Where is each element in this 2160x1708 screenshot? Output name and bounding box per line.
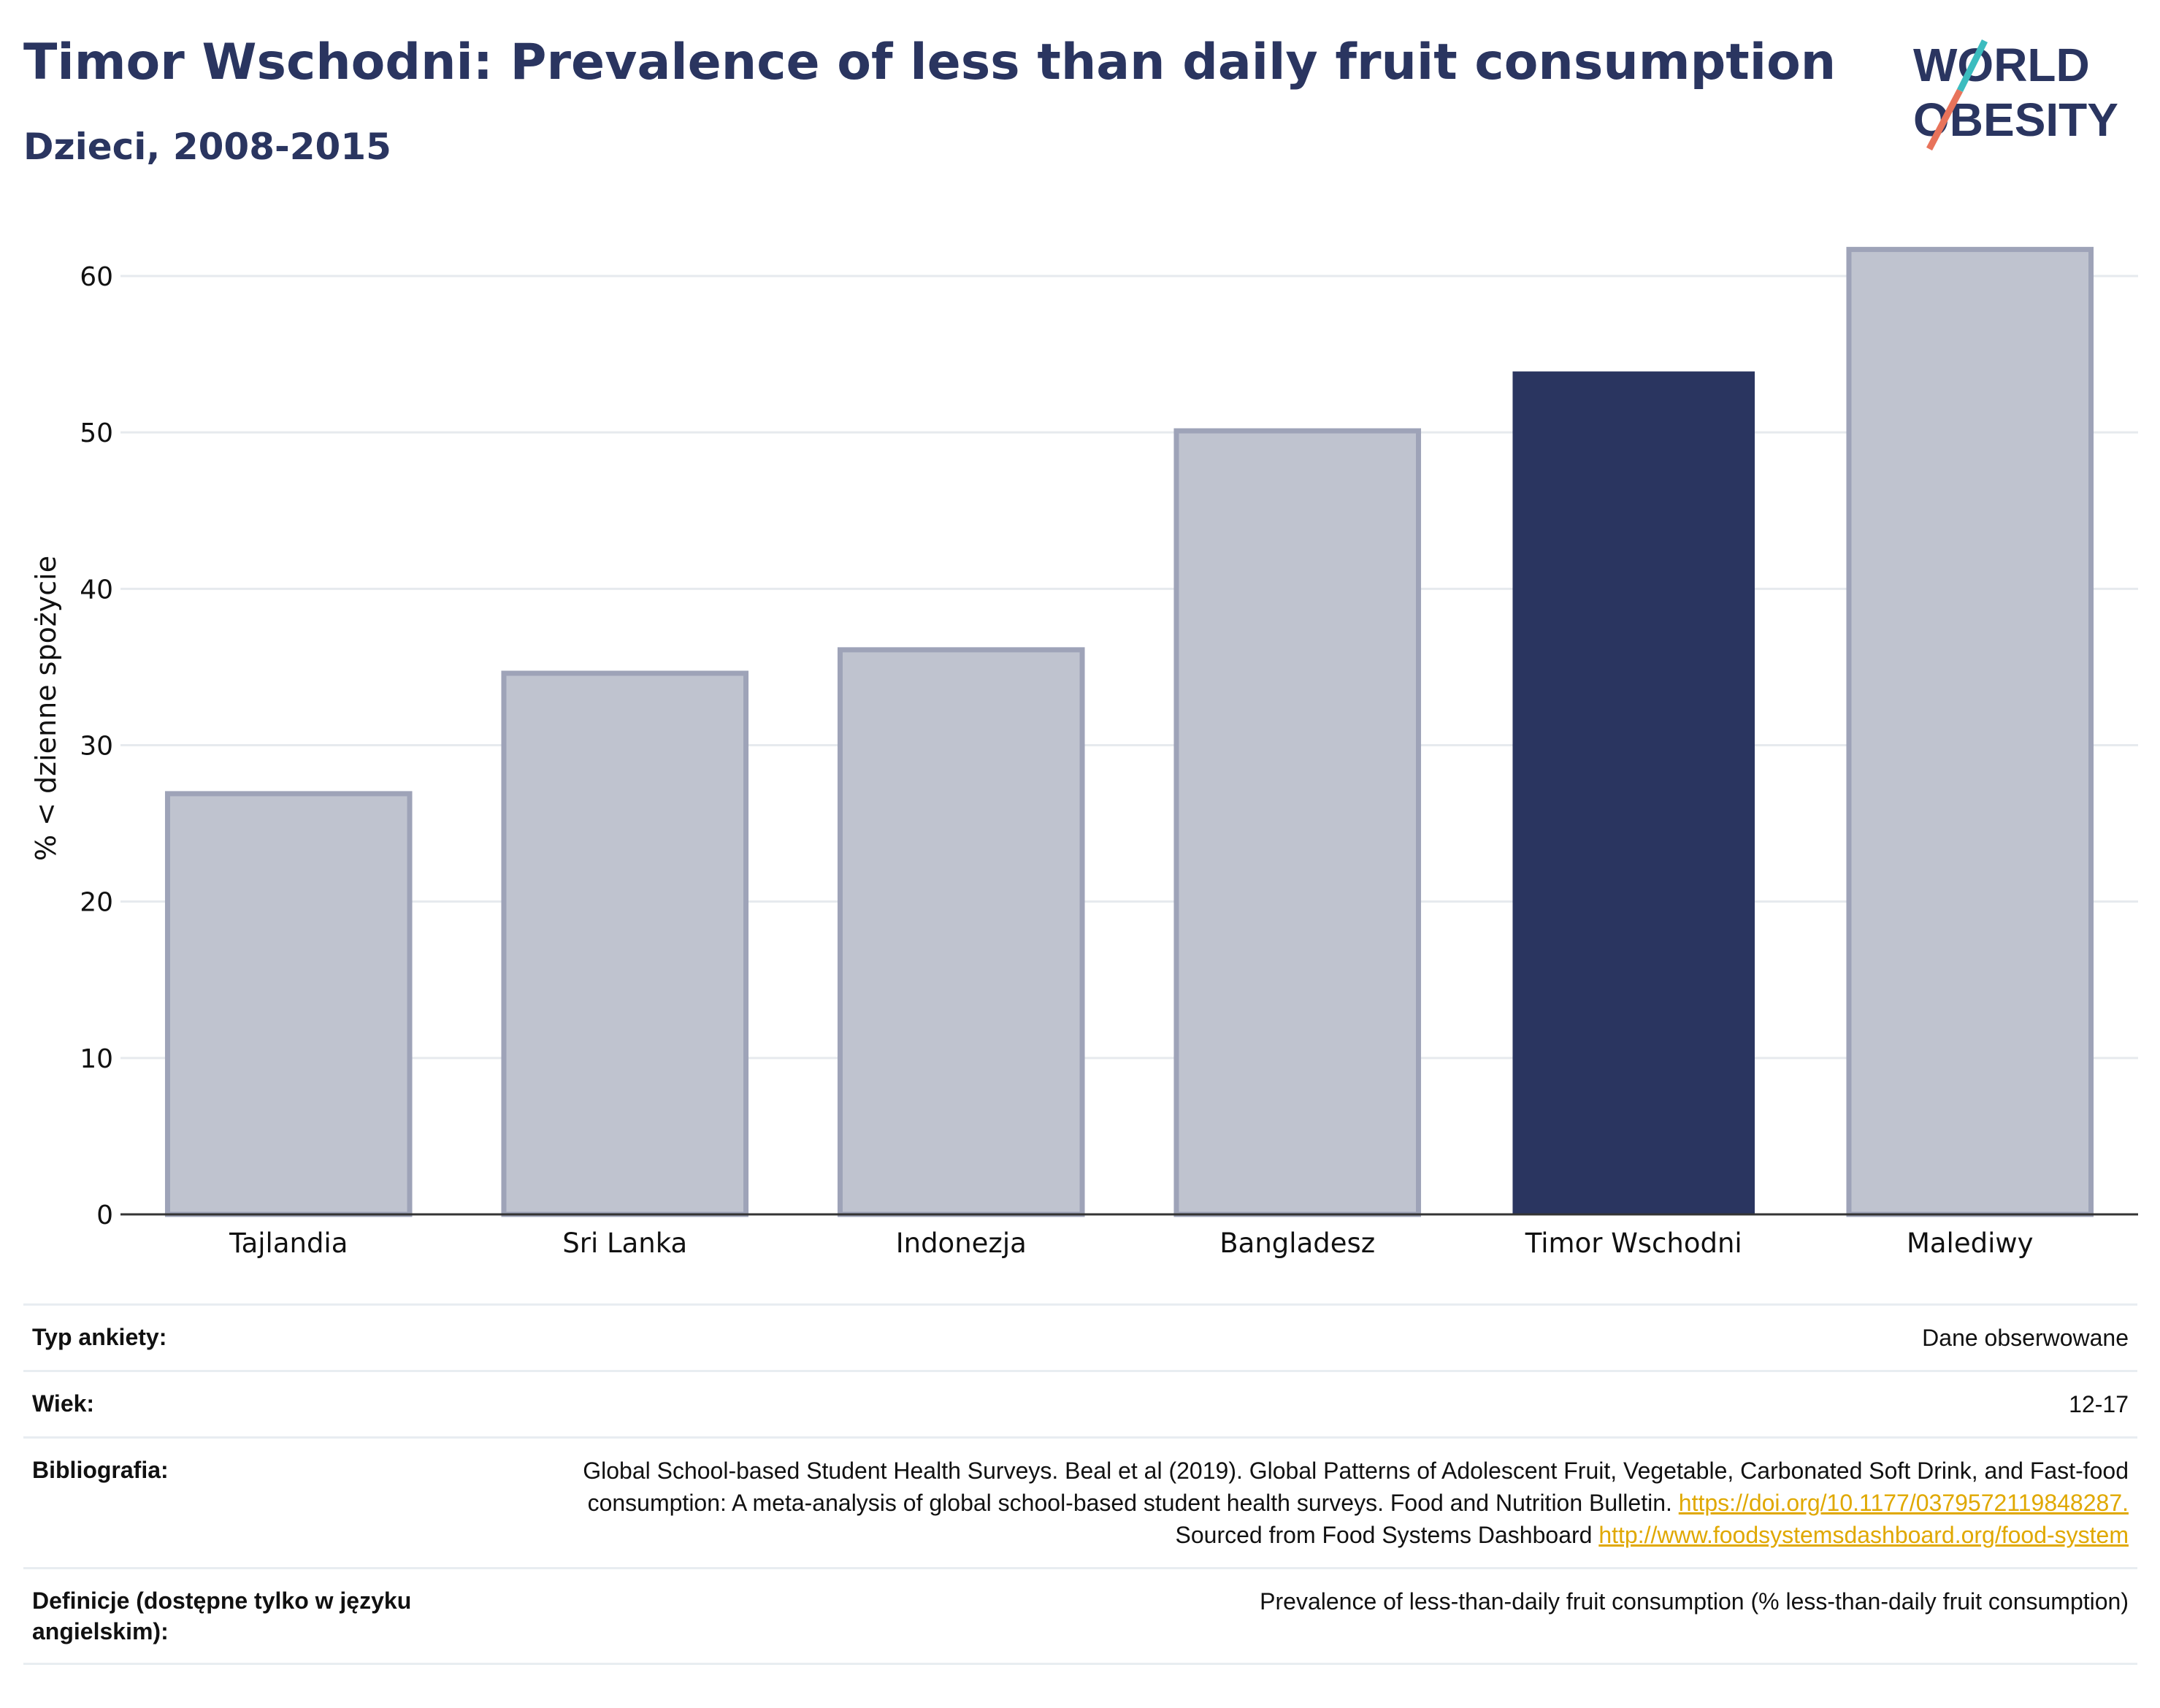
y-tick-label: 50 xyxy=(80,418,113,448)
bibliography-text: Global School-based Student Health Surve… xyxy=(583,1458,2129,1516)
meta-value: 12-17 xyxy=(2069,1391,2129,1417)
y-tick-label: 20 xyxy=(80,888,113,918)
x-tick-label: Timor Wschodni xyxy=(1525,1228,1742,1259)
x-tick-label: Tajlandia xyxy=(229,1228,348,1259)
y-tick-label: 40 xyxy=(80,575,113,605)
logo-slash-red xyxy=(1926,88,1963,151)
x-tick-label: Malediwy xyxy=(1907,1228,2034,1259)
y-tick-label: 0 xyxy=(96,1200,113,1230)
x-tick-label: Indonezja xyxy=(896,1228,1027,1259)
y-tick-label: 10 xyxy=(80,1044,113,1074)
world-obesity-logo: WORLD OBESITY xyxy=(1913,39,2118,151)
bar-sri-lanka xyxy=(501,670,749,1217)
y-axis-label: % < dzienne spożycie xyxy=(30,556,62,861)
bibliography-source: Sourced from Food Systems Dashboard xyxy=(1175,1522,1593,1548)
metadata-table: Typ ankiety: Dane obserwowane Wiek: 12-1… xyxy=(23,1303,2137,1665)
bars xyxy=(164,247,2094,1217)
x-tick-labels: Tajlandia Sri Lanka Indonezja Bangladesz Tim… xyxy=(229,1228,2033,1259)
bar-bangladesz xyxy=(1173,428,1422,1217)
meta-label: Bibliografia: xyxy=(32,1457,169,1483)
bar-indonezja xyxy=(837,647,1085,1217)
bar-timor-wschodni xyxy=(1512,371,1755,1215)
chart-title: Timor Wschodni: Prevalence of less than … xyxy=(23,34,1837,91)
meta-value: Prevalence of less-than-daily fruit cons… xyxy=(1260,1588,2129,1615)
bar-tajlandia xyxy=(164,791,413,1217)
logo-line1: WORLD xyxy=(1913,39,2090,91)
meta-row-age: Wiek: 12-17 xyxy=(23,1370,2137,1436)
grid-lines xyxy=(120,275,2138,1060)
meta-row-bibliography: Bibliografia: Global School-based Studen… xyxy=(23,1436,2137,1567)
y-tick-label: 30 xyxy=(80,732,113,762)
meta-row-survey-type: Typ ankiety: Dane obserwowane xyxy=(23,1303,2137,1370)
food-systems-link[interactable]: http://www.foodsystemsdashboard.org/food… xyxy=(1598,1522,2129,1548)
meta-value: Dane obserwowane xyxy=(1922,1325,2129,1351)
doi-link[interactable]: https://doi.org/10.1177/0379572119848287… xyxy=(1678,1490,2129,1516)
y-tick-labels: 0 10 20 30 40 50 60 xyxy=(80,262,113,1230)
meta-label: Wiek: xyxy=(32,1390,95,1417)
y-tick-label: 60 xyxy=(80,262,113,292)
chart-subtitle: Dzieci, 2008-2015 xyxy=(23,126,391,168)
meta-label: Typ ankiety: xyxy=(32,1324,167,1350)
bar-malediwy xyxy=(1846,247,2094,1217)
meta-label: Definicje (dostępne tylko w języku angie… xyxy=(32,1588,412,1644)
x-tick-label: Bangladesz xyxy=(1219,1228,1375,1259)
x-tick-label: Sri Lanka xyxy=(562,1228,687,1259)
meta-value: Global School-based Student Health Surve… xyxy=(559,1455,2129,1551)
logo-slash-teal xyxy=(1956,39,1988,93)
bar-chart: 0 10 20 30 40 50 60 Tajlandia Sri Lanka Indonezj… xyxy=(30,247,2138,1259)
meta-row-definitions: Definicje (dostępne tylko w języku angie… xyxy=(23,1567,2137,1665)
